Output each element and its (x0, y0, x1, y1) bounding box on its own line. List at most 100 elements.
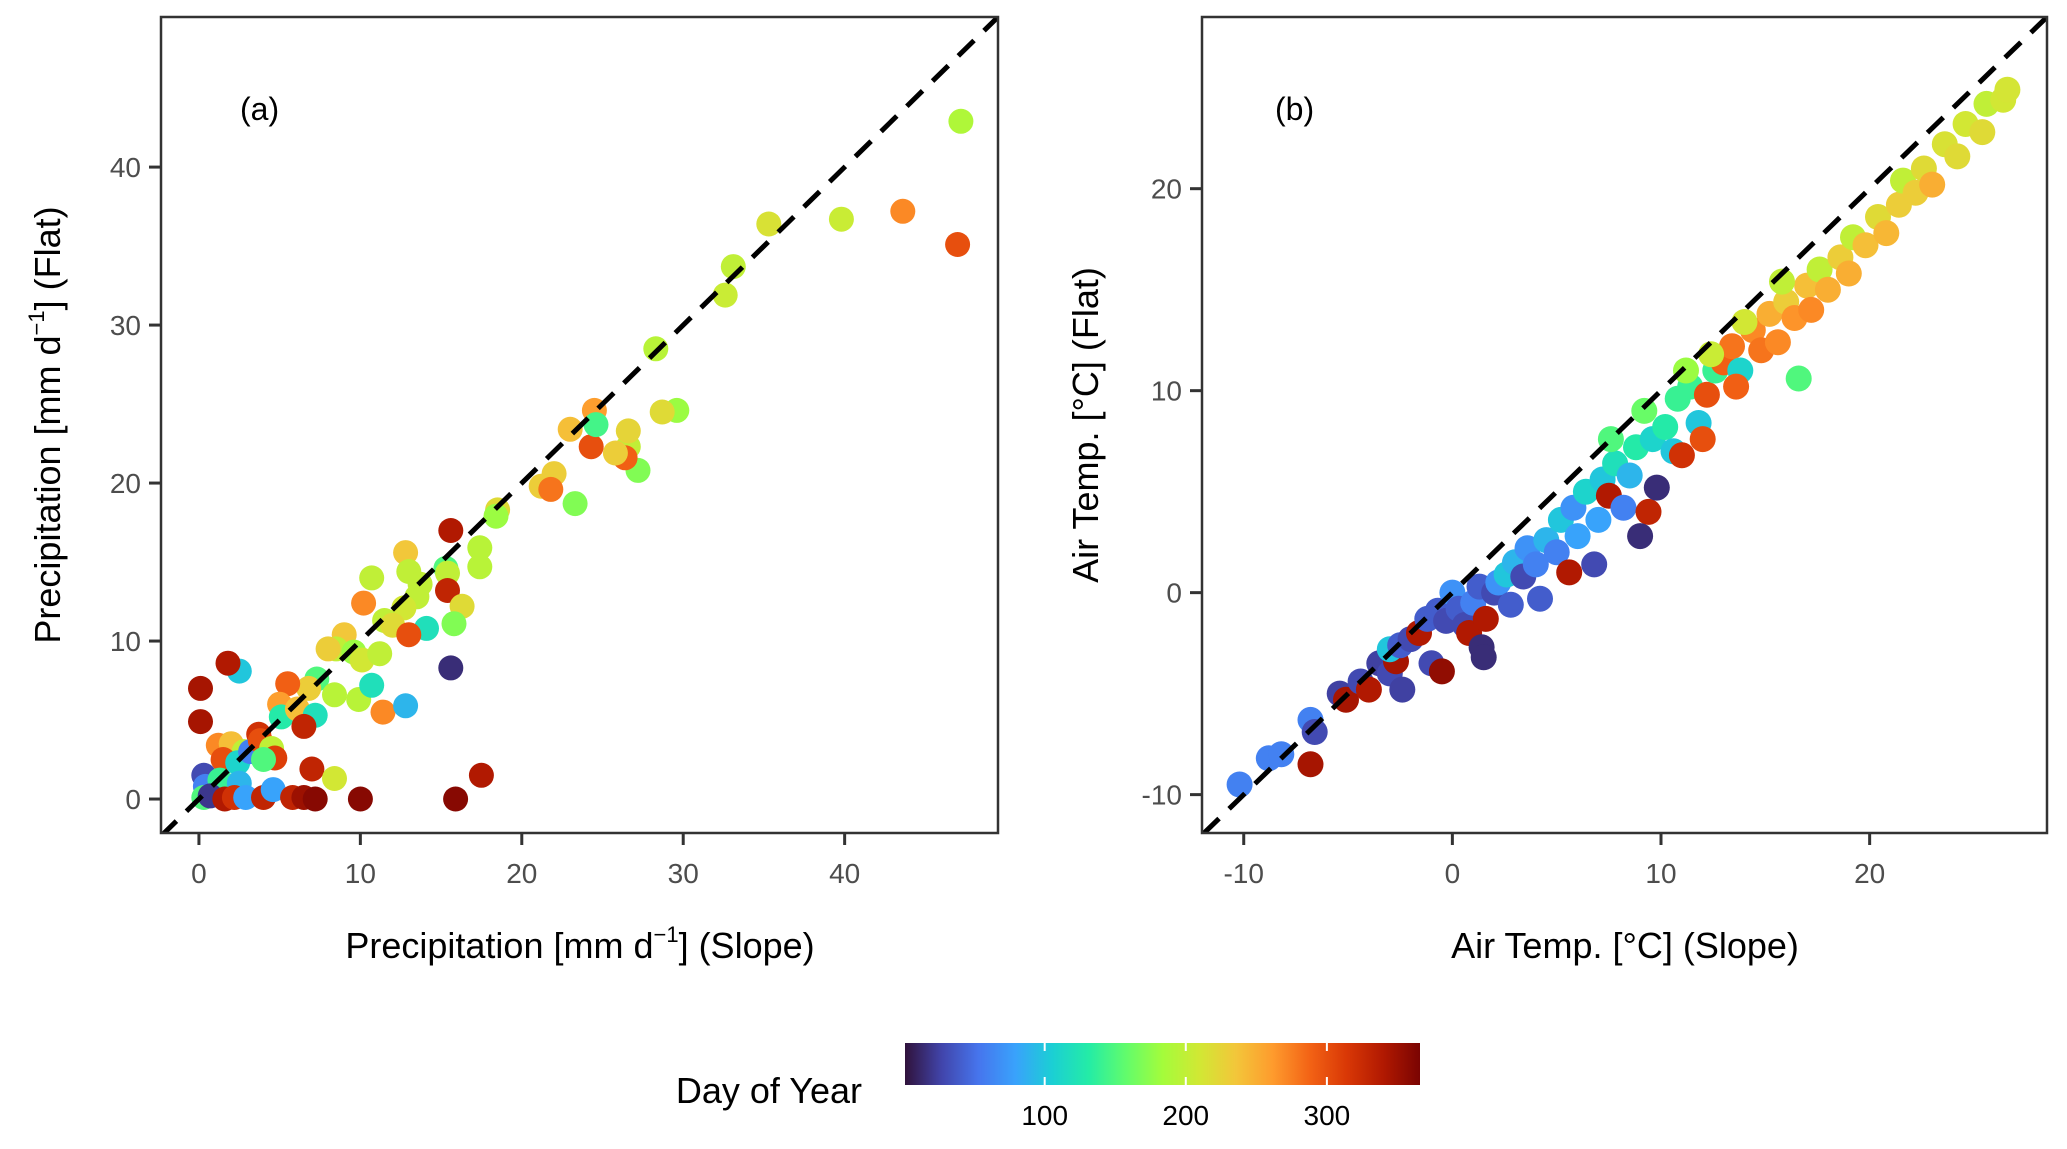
panel-a-point (578, 434, 604, 460)
panel-b-point (1944, 143, 1971, 170)
panel-b-y-tick-label: -10 (1142, 780, 1182, 811)
panel-a-point (188, 675, 213, 701)
panel-a-x-tick-label: 0 (191, 858, 207, 889)
panel-b-one-to-one-line (1202, 17, 2047, 833)
panel-a-point (260, 777, 286, 803)
panel-a-x-axis: 0 10 20 30 40 (191, 833, 860, 889)
panel-a: 0 10 20 30 40 0 10 20 30 40 (a) Precipitation [m… (24, 15, 1000, 966)
panel-b-point (1719, 333, 1745, 360)
panel-b-y-tick-label: 10 (1151, 376, 1182, 407)
panel-a-label: (a) (240, 91, 279, 127)
panel-b-point (1806, 256, 1833, 283)
panel-b-point (1969, 119, 1996, 146)
panel-a-point (467, 554, 493, 580)
panel-a-point (370, 699, 396, 725)
panel-a-point (393, 540, 419, 566)
panel-a-y-tick-label: 30 (110, 310, 141, 341)
panel-b-point (1693, 381, 1720, 408)
panel-a-ylabel-sup: −1 (24, 310, 49, 335)
panel-a-x-tick-label: 30 (668, 858, 699, 889)
colorbar-tick-label: 100 (1021, 1100, 1068, 1131)
panel-a-frame (159, 15, 1000, 835)
panel-a-point (583, 412, 609, 438)
panel-a-y-tick-label: 40 (110, 152, 141, 183)
panel-b-point (1652, 414, 1679, 440)
colorbar-legend: Day of Year 100 200 300 (676, 1043, 1420, 1131)
panel-b-point (1627, 523, 1654, 550)
panel-b-y-axis-title: Air Temp. [°C] (Flat) (1065, 267, 1106, 583)
panel-a-point (367, 641, 393, 667)
panel-a-point (299, 756, 325, 782)
panel-b-point (1527, 585, 1553, 612)
colorbar-title: Day of Year (676, 1070, 862, 1111)
panel-a-point (351, 590, 377, 616)
panel-a-point (322, 682, 347, 708)
panel-b-point (1522, 551, 1549, 578)
panel-a-point (359, 565, 385, 591)
panel-a-point (828, 206, 854, 232)
panel-a-y-tick-label: 10 (110, 626, 141, 657)
panel-b-point (1798, 296, 1825, 323)
panel-b-point (1226, 771, 1253, 798)
panel-b-point (1297, 751, 1324, 778)
panel-b-point (1764, 329, 1791, 356)
panel-a-points (188, 108, 974, 812)
panel-a-point (275, 671, 301, 697)
panel-b-point (1268, 741, 1295, 768)
panel-b-points (1226, 76, 2021, 798)
panel-a-point (438, 655, 464, 681)
panel-b-point (1723, 373, 1750, 400)
panel-a-point (291, 713, 317, 739)
panel-b-x-axis-title: Air Temp. [°C] (Slope) (1451, 925, 1799, 966)
panel-b-point (1643, 474, 1670, 501)
panel-a-point (347, 786, 373, 812)
panel-a-x-tick-label: 40 (829, 858, 860, 889)
panel-a-point (557, 416, 583, 442)
panel-b-x-tick-label: 10 (1645, 858, 1676, 889)
panel-b-point (1835, 260, 1862, 287)
panel-a-x-tick-label: 10 (345, 858, 376, 889)
panel-b-point (1631, 397, 1658, 424)
panel-b-point (1333, 686, 1359, 713)
panel-b-point (1585, 506, 1612, 533)
panel-a-xlabel-suffix: ] (Slope) (679, 925, 815, 966)
panel-b-point (1769, 268, 1795, 295)
panel-b-point (1689, 426, 1716, 453)
panel-a-point (712, 282, 738, 308)
panel-a-point (562, 491, 588, 517)
colorbar-tick-label: 300 (1304, 1100, 1351, 1131)
panel-a-point (538, 476, 564, 502)
panel-a-point (948, 108, 974, 134)
panel-b: -10 0 10 20 -10 0 10 20 (b) Air Temp. [°C] (Sl… (1065, 15, 2049, 966)
panel-b-point (1852, 232, 1879, 259)
panel-a-x-axis-title: Precipitation [mm d−1] (Slope) (345, 922, 814, 966)
panel-a-point (233, 785, 259, 810)
panel-b-point (1731, 309, 1758, 335)
panel-b-point (1635, 498, 1662, 525)
panel-a-xlabel-sup: −1 (653, 922, 678, 947)
panel-b-point (1428, 658, 1455, 685)
panel-a-point (322, 766, 347, 791)
panel-b-point (1668, 442, 1695, 469)
panel-a-point (602, 440, 628, 466)
panel-a-point (890, 198, 916, 224)
panel-a-point (302, 786, 328, 812)
panel-b-y-tick-label: 0 (1166, 578, 1182, 609)
panel-b-point (1873, 220, 1900, 247)
panel-b-x-tick-label: 0 (1445, 858, 1461, 889)
panel-a-y-axis-title: Precipitation [mm d−1] (Flat) (24, 206, 68, 643)
panel-a-y-tick-label: 20 (110, 468, 141, 499)
panel-a-xlabel-main: Precipitation [mm d (345, 925, 653, 966)
panel-a-one-to-one-line (161, 17, 998, 833)
panel-a-point (215, 650, 241, 676)
panel-b-point (1497, 591, 1524, 618)
panel-b-point (1301, 719, 1328, 745)
panel-a-point (396, 622, 422, 648)
panel-a-point (649, 399, 675, 425)
panel-b-label: (b) (1275, 91, 1314, 127)
panel-b-point (1814, 276, 1841, 303)
colorbar-gradient (905, 1043, 1420, 1085)
panel-a-point (438, 518, 464, 543)
colorbar-tick-label: 200 (1162, 1100, 1209, 1131)
